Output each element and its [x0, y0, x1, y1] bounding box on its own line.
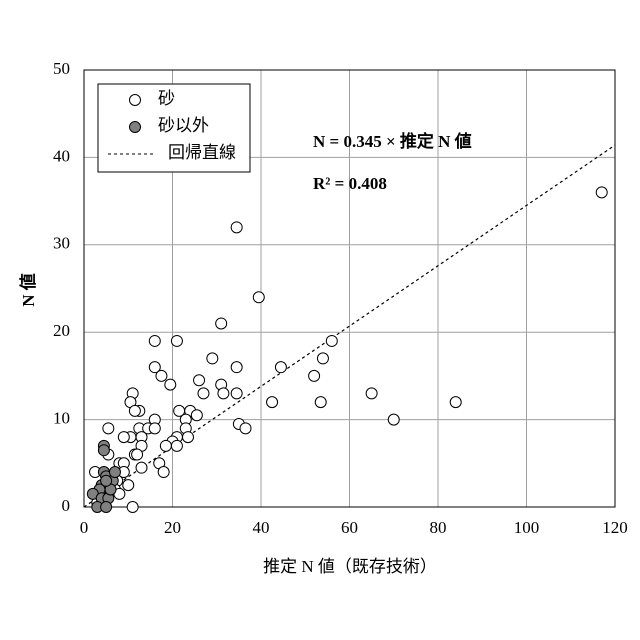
point	[123, 480, 134, 491]
chart: 推定 N 値（既存技術） N 値 0 20 40 60 80 100 120 0 10 20 30 4…	[0, 0, 640, 640]
legend-label: 回帰直線	[168, 143, 236, 162]
point	[182, 432, 193, 443]
legend-marker	[130, 95, 141, 106]
point	[160, 440, 171, 451]
point	[309, 370, 320, 381]
point	[136, 462, 147, 473]
y-tick-label: 10	[53, 409, 70, 428]
point	[149, 335, 160, 346]
point	[216, 318, 227, 329]
y-tick-label: 20	[53, 321, 70, 340]
point	[194, 375, 205, 386]
y-tick-label: 40	[53, 146, 70, 165]
point	[596, 187, 607, 198]
point	[326, 335, 337, 346]
point	[132, 449, 143, 460]
point	[231, 362, 242, 373]
x-tick-label: 80	[430, 518, 447, 537]
point	[171, 440, 182, 451]
legend-label: 砂以外	[158, 116, 209, 135]
point	[149, 423, 160, 434]
point	[101, 475, 112, 486]
x-axis-label: 推定 N 値（既存技術）	[263, 557, 437, 576]
fit-r2: R² = 0.408	[313, 174, 387, 193]
legend-marker	[130, 122, 141, 133]
r2-part: 0.408	[349, 174, 387, 193]
point	[129, 405, 140, 416]
point	[109, 467, 120, 478]
point	[103, 423, 114, 434]
point	[101, 502, 112, 513]
y-tick-label: 50	[53, 59, 70, 78]
x-tick-label: 40	[253, 518, 270, 537]
x-tick-label: 0	[80, 518, 89, 537]
point	[127, 502, 138, 513]
x-tick-label: 20	[164, 518, 181, 537]
x-tick-label: 100	[514, 518, 540, 537]
equation-part: 0.345	[343, 132, 381, 151]
point	[171, 335, 182, 346]
point	[315, 397, 326, 408]
equation-part: N =	[313, 132, 343, 151]
point	[218, 388, 229, 399]
y-tick-label: 0	[62, 496, 71, 515]
y-axis-label: N 値	[18, 273, 38, 307]
point	[231, 222, 242, 233]
point	[275, 362, 286, 373]
fit-equation: N = 0.345 × 推定 N 値	[313, 131, 472, 151]
point	[118, 432, 129, 443]
point	[98, 445, 109, 456]
point	[366, 388, 377, 399]
point	[267, 397, 278, 408]
point	[207, 353, 218, 364]
point	[198, 388, 209, 399]
point	[317, 353, 328, 364]
x-tick-label: 120	[602, 518, 628, 537]
point	[253, 292, 264, 303]
point	[388, 414, 399, 425]
point	[240, 423, 251, 434]
point	[165, 379, 176, 390]
x-tick-label: 60	[341, 518, 358, 537]
legend-label: 砂	[158, 89, 175, 108]
point	[191, 410, 202, 421]
point	[158, 467, 169, 478]
point	[231, 388, 242, 399]
y-tick-label: 30	[53, 234, 70, 253]
r2-part: R² =	[313, 174, 349, 193]
point	[156, 370, 167, 381]
point	[450, 397, 461, 408]
equation-part: × 推定 N 値	[382, 131, 472, 151]
